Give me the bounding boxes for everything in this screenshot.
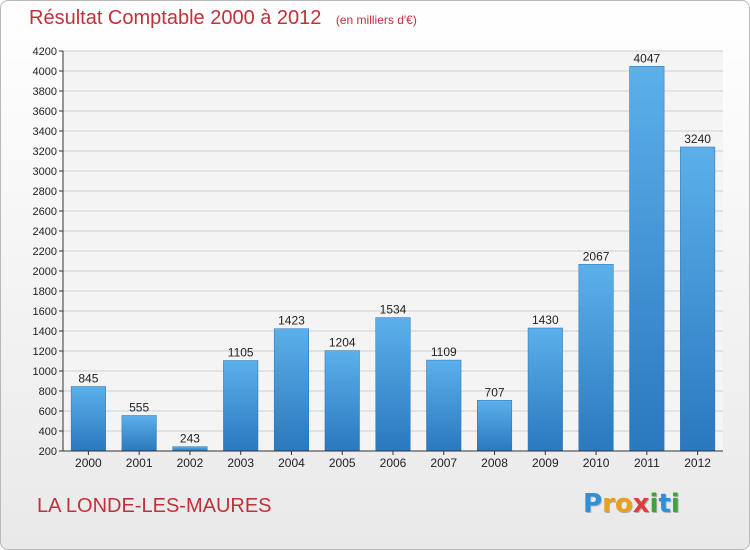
chart-title: Résultat Comptable 2000 à 2012 [29, 7, 322, 29]
data-label: 1109 [431, 345, 457, 359]
y-tick-label: 1200 [33, 346, 57, 358]
data-label: 555 [129, 401, 149, 415]
data-label: 243 [180, 432, 200, 446]
x-tick-label: 2010 [583, 456, 610, 470]
y-tick-label: 1000 [33, 366, 57, 378]
brand-letter: i [649, 489, 659, 519]
chart-subtitle: (en milliers d'€) [335, 13, 417, 27]
y-tick-label: 2800 [33, 186, 57, 198]
y-tick-label: 4200 [33, 46, 57, 58]
y-tick-label: 3800 [33, 86, 57, 98]
y-tick-label: 3400 [33, 126, 57, 138]
y-tick-label: 2400 [33, 226, 57, 238]
x-tick-label: 2008 [481, 456, 508, 470]
data-label: 2067 [583, 249, 610, 263]
bar [527, 327, 563, 452]
x-tick-label: 2000 [75, 456, 102, 470]
brand-letter: P [583, 489, 603, 519]
x-tick-label: 2004 [278, 456, 305, 470]
bar [680, 146, 716, 452]
bar [477, 400, 513, 452]
x-tick-label: 2012 [684, 456, 711, 470]
y-tick-label: 3000 [33, 166, 57, 178]
brand-letter: t [658, 489, 671, 519]
brand-letter: r [602, 489, 615, 519]
x-tick-label: 2002 [177, 456, 204, 470]
data-label: 845 [78, 372, 98, 386]
data-label: 3240 [684, 132, 711, 146]
x-tick-label: 2001 [126, 456, 153, 470]
x-tick-label: 2009 [532, 456, 559, 470]
bar [273, 328, 309, 452]
y-tick-label: 4000 [33, 66, 57, 78]
x-tick-label: 2007 [430, 456, 457, 470]
bar [70, 386, 106, 452]
x-tick-label: 2005 [329, 456, 356, 470]
y-tick-label: 3200 [33, 146, 57, 158]
data-label: 1430 [532, 313, 559, 327]
brand-letter: o [614, 489, 633, 519]
y-tick-label: 600 [39, 406, 57, 418]
y-tick-label: 2000 [33, 266, 57, 278]
y-tick-label: 200 [39, 446, 57, 458]
y-tick-label: 400 [39, 426, 57, 438]
data-label: 1423 [278, 314, 305, 328]
x-tick-label: 2011 [634, 456, 660, 470]
bar [375, 317, 411, 452]
data-label: 4047 [633, 51, 660, 65]
y-tick-label: 1600 [33, 306, 57, 318]
y-tick-label: 800 [39, 386, 57, 398]
data-label: 707 [485, 385, 505, 399]
bar [426, 359, 462, 452]
bar [223, 360, 259, 452]
data-label: 1105 [228, 346, 254, 360]
title-row: Résultat Comptable 2000 à 2012 (en milli… [29, 7, 417, 30]
bar [629, 66, 665, 452]
y-tick-label: 2200 [33, 246, 57, 258]
y-tick-label: 2600 [33, 206, 57, 218]
data-label: 1534 [380, 303, 407, 317]
bar [121, 415, 157, 452]
y-tick-label: 3600 [33, 106, 57, 118]
brand-letter: i [670, 489, 680, 519]
y-tick-label: 1400 [33, 326, 57, 338]
brand-logo: Proxiti [583, 489, 680, 519]
brand-letter: x [632, 489, 650, 519]
data-label: 1204 [329, 336, 356, 350]
commune-name: LA LONDE-LES-MAURES [37, 495, 272, 517]
bar [172, 446, 208, 452]
bar [578, 264, 614, 452]
x-tick-label: 2006 [380, 456, 407, 470]
x-tick-label: 2003 [227, 456, 254, 470]
y-tick-label: 1800 [33, 286, 57, 298]
bar [324, 350, 360, 452]
